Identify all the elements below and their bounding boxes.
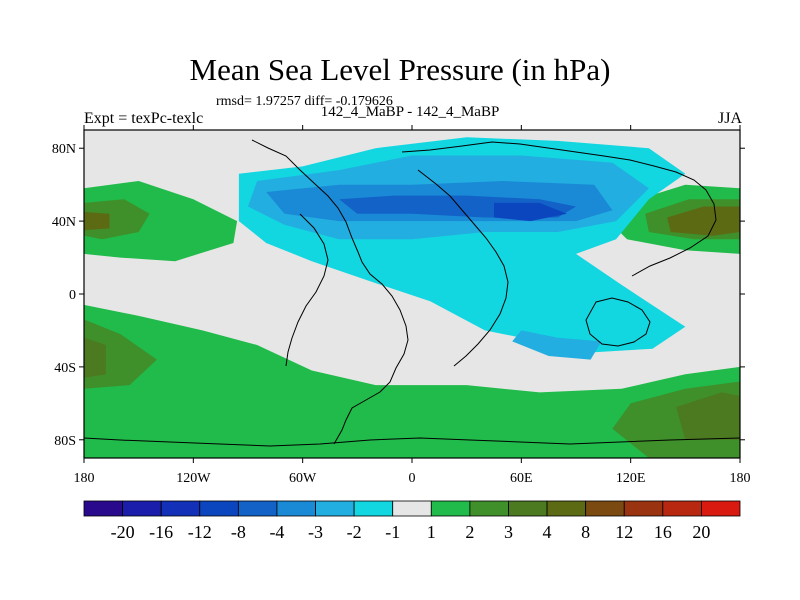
y-tick-label-0: 80N xyxy=(52,142,76,157)
x-tick-label-5: 120E xyxy=(616,471,646,486)
colorbar-swatch-7 xyxy=(353,500,394,517)
pressure-region-16 xyxy=(494,202,567,222)
colorbar-swatch-14 xyxy=(623,500,664,517)
colorbar-swatch-4 xyxy=(237,500,278,517)
colorbar-swatch-3 xyxy=(199,500,239,517)
colorbar-label-5: -3 xyxy=(308,522,323,542)
x-axis: 180 120W 60W 0 60E 120E 180 xyxy=(74,125,751,486)
stats-subtitle: rmsd= 1.97257 diff= -0.179626 xyxy=(216,94,393,109)
colorbar-swatch-8 xyxy=(392,500,432,517)
colorbar-swatch-9 xyxy=(430,500,471,517)
y-tick-label-2: 0 xyxy=(69,288,76,303)
colorbar-label-7: -1 xyxy=(385,522,400,542)
season-label: JJA xyxy=(717,110,742,127)
coastlines xyxy=(84,139,740,447)
colorbar-swatch-5 xyxy=(276,500,316,517)
colorbar-swatch-16 xyxy=(701,500,741,517)
x-tick-label-4: 60E xyxy=(510,471,533,486)
pressure-contours xyxy=(84,130,740,458)
experiment-label: Expt = texPc-texlc xyxy=(84,110,204,127)
colorbar-swatch-12 xyxy=(546,500,587,517)
comparison-label: 142_4_MaBP - 142_4_MaBP xyxy=(320,104,500,120)
y-tick-label-1: 40N xyxy=(52,215,76,230)
y-tick-label-4: 80S xyxy=(54,434,76,449)
colorbar-label-9: 2 xyxy=(465,522,474,542)
y-tick-label-3: 40S xyxy=(54,361,76,376)
coastline-north-america xyxy=(251,139,409,445)
x-tick-label-0: 180 xyxy=(74,471,95,486)
pressure-region-9 xyxy=(84,337,106,378)
colorbar-label-10: 3 xyxy=(504,522,513,542)
colorbar-label-12: 8 xyxy=(581,522,590,542)
coastline-australia xyxy=(585,297,651,347)
coastline-antarctica xyxy=(84,437,740,447)
colorbar-label-6: -2 xyxy=(347,522,362,542)
colorbar-swatch-1 xyxy=(122,500,162,517)
x-tick-label-6: 180 xyxy=(730,471,751,486)
coastline-south-america xyxy=(285,213,329,367)
colorbar-label-2: -12 xyxy=(188,522,212,542)
colorbar-label-8: 1 xyxy=(427,522,436,542)
colorbar-swatch-6 xyxy=(315,500,355,517)
x-tick-label-3: 0 xyxy=(409,471,416,486)
colorbar-label-11: 4 xyxy=(543,522,552,542)
page-title: Mean Sea Level Pressure (in hPa) xyxy=(189,52,611,87)
x-tick-label-1: 120W xyxy=(176,471,211,486)
colorbar-swatch-15 xyxy=(662,500,702,517)
colorbar-label-3: -8 xyxy=(231,522,246,542)
colorbar-swatch-2 xyxy=(160,500,201,517)
colorbar-label-15: 20 xyxy=(692,522,710,542)
colorbar-label-13: 12 xyxy=(615,522,633,542)
pressure-region-7 xyxy=(84,304,740,458)
coastline-africa xyxy=(417,169,509,367)
colorbar-swatch-10 xyxy=(469,500,509,517)
colorbar-label-14: 16 xyxy=(654,522,672,542)
colorbar: -20 -16 -12 -8 -4 -3 -2 -1 1 2 3 4 8 12 16 20 xyxy=(83,500,741,542)
colorbar-swatch-11 xyxy=(508,500,548,517)
colorbar-swatch-13 xyxy=(585,500,625,517)
pressure-region-17 xyxy=(512,330,602,360)
colorbar-label-0: -20 xyxy=(111,522,135,542)
colorbar-label-4: -4 xyxy=(269,522,284,542)
pressure-region-3 xyxy=(84,212,110,231)
x-tick-label-2: 60W xyxy=(289,471,317,486)
y-axis: 80N 40N 0 40S 80S xyxy=(52,142,745,449)
pressure-region-6 xyxy=(667,206,740,236)
coastline-europe-asia xyxy=(401,141,717,277)
colorbar-swatch-0 xyxy=(83,500,123,517)
colorbar-label-1: -16 xyxy=(149,522,173,542)
pressure-region-2 xyxy=(84,199,150,240)
pressure-region-11 xyxy=(676,392,740,440)
